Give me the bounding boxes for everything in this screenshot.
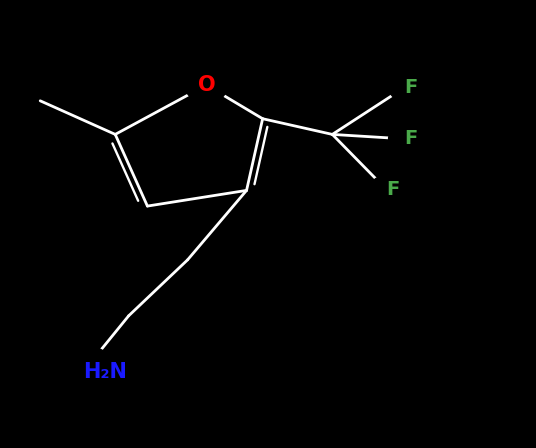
Circle shape — [389, 74, 421, 101]
Circle shape — [389, 125, 421, 152]
Circle shape — [51, 345, 115, 399]
Circle shape — [185, 67, 228, 103]
Circle shape — [370, 176, 402, 202]
Text: F: F — [386, 180, 399, 198]
Text: F: F — [405, 78, 418, 97]
Text: O: O — [198, 75, 215, 95]
Text: F: F — [405, 129, 418, 148]
Text: H₂N: H₂N — [83, 362, 127, 382]
